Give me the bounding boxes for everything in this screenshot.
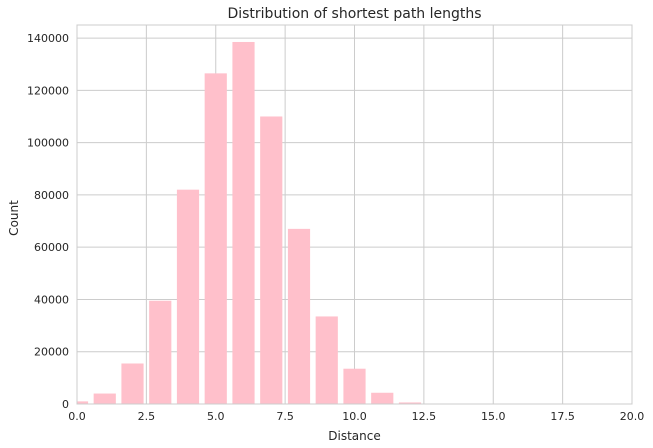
y-tick-labels: 0 20000 40000 60000 80000 100000 120000 140000 <box>27 32 69 411</box>
bar <box>149 300 172 404</box>
y-tick-label: 60000 <box>34 241 69 254</box>
bar <box>398 402 422 404</box>
y-tick-label: 140000 <box>27 32 69 45</box>
y-tick-label: 100000 <box>27 137 69 150</box>
x-axis-label: Distance <box>328 429 380 443</box>
x-tick-label: 15.0 <box>481 410 506 423</box>
x-tick-label: 20.0 <box>620 410 645 423</box>
bar <box>343 368 366 404</box>
bar <box>315 316 338 404</box>
x-tick-label: 2.5 <box>138 410 156 423</box>
bar <box>260 116 283 404</box>
x-tick-label: 5.0 <box>207 410 225 423</box>
bar <box>121 363 144 404</box>
bar <box>371 392 394 404</box>
x-tick-label: 12.5 <box>412 410 437 423</box>
chart-title: Distribution of shortest path lengths <box>227 6 481 22</box>
x-tick-label: 7.5 <box>276 410 294 423</box>
y-axis-label: Count <box>7 200 21 236</box>
y-tick-label: 0 <box>62 398 69 411</box>
bar <box>93 393 116 404</box>
y-tick-label: 80000 <box>34 189 69 202</box>
bar <box>287 228 311 404</box>
y-tick-label: 20000 <box>34 346 69 359</box>
bar-layer <box>77 41 422 404</box>
bar <box>176 189 200 404</box>
y-tick-label: 40000 <box>34 293 69 306</box>
x-tick-label: 0.0 <box>68 410 86 423</box>
bar <box>77 401 89 404</box>
x-tick-label: 10.0 <box>342 410 367 423</box>
bar <box>232 41 255 404</box>
x-tick-labels: 0.0 2.5 5.0 7.5 10.0 12.5 15.0 17.5 20.0 <box>68 410 644 423</box>
plot-frame <box>76 24 633 405</box>
bar <box>204 73 227 404</box>
x-tick-label: 17.5 <box>550 410 575 423</box>
y-tick-label: 120000 <box>27 84 69 97</box>
